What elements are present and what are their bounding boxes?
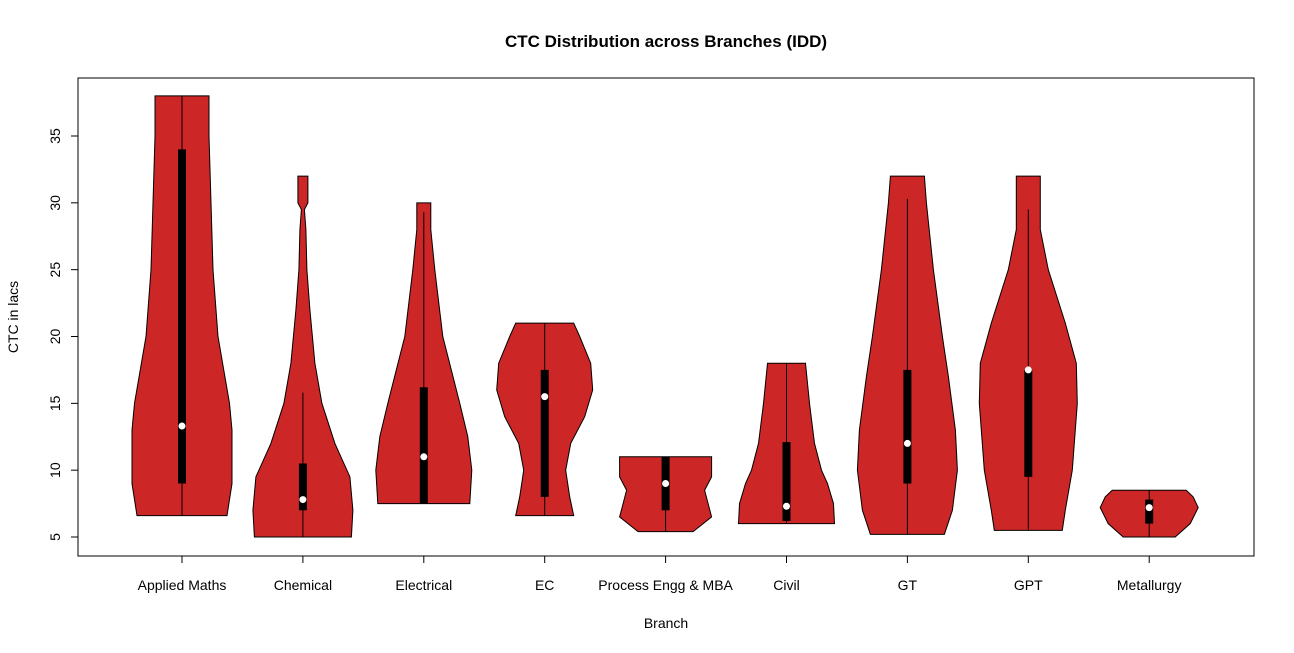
x-tick-label: EC (535, 577, 554, 593)
y-tick-label: 5 (47, 533, 63, 541)
violin-iqr-box (1024, 369, 1033, 477)
y-tick-label: 30 (47, 195, 63, 211)
violin-iqr-box (178, 149, 186, 484)
violin-applied-maths (131, 95, 233, 517)
x-axis: Applied Maths Chemical Electrical EC Process… (138, 555, 1182, 593)
violin-median-point (178, 422, 186, 430)
violin-process-engg-mba (619, 456, 713, 533)
violin-iqr-box (419, 387, 428, 504)
y-tick-label: 20 (47, 329, 63, 345)
violin-iqr-box (298, 463, 307, 511)
violin-median-point (783, 502, 790, 510)
violin-median-point (1024, 366, 1032, 374)
violin-median-point (903, 439, 911, 447)
x-tick-label: Applied Maths (138, 577, 227, 593)
x-tick-label: GPT (1014, 577, 1043, 593)
x-tick-label: Process Engg & MBA (598, 577, 733, 593)
x-tick-label: Chemical (274, 577, 332, 593)
violin-iqr-box (782, 442, 791, 521)
violin-electrical (375, 202, 473, 505)
violin-iqr-box (540, 369, 549, 497)
x-tick-label: Civil (773, 577, 799, 593)
violin-iqr-box (1145, 499, 1154, 524)
violin-gpt (978, 175, 1078, 531)
y-tick-label: 35 (47, 128, 63, 144)
violin-median-point (420, 453, 428, 461)
violin-iqr-box (903, 369, 912, 484)
violin-median-point (541, 393, 549, 401)
violin-ec (496, 322, 594, 517)
x-axis-label: Branch (644, 615, 688, 631)
violin-metallurgy (1099, 489, 1199, 538)
violin-median-point (1145, 504, 1153, 512)
violin-chemical (252, 175, 354, 538)
y-tick-label: 15 (47, 395, 63, 411)
y-axis: 5 10 15 20 25 30 35 (47, 128, 79, 541)
violin-civil (737, 362, 836, 525)
y-tick-label: 10 (47, 462, 63, 478)
x-tick-label: Metallurgy (1117, 577, 1182, 593)
x-tick-label: GT (898, 577, 918, 593)
chart-title: CTC Distribution across Branches (IDD) (505, 32, 827, 51)
violin-median-point (299, 496, 307, 504)
y-tick-label: 25 (47, 262, 63, 278)
violin-body (252, 175, 354, 538)
y-axis-label: CTC in lacs (5, 281, 21, 353)
violin-gt (856, 175, 958, 535)
violin-median-point (662, 480, 670, 488)
x-tick-label: Electrical (395, 577, 452, 593)
